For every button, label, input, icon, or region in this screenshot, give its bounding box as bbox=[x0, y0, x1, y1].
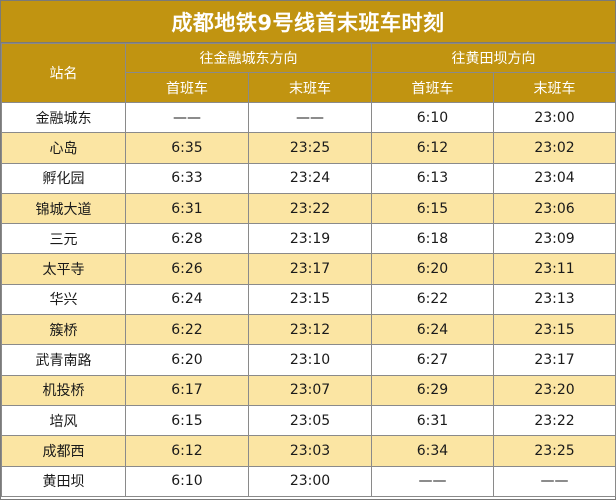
direction-1-header: 往金融城东方向 bbox=[125, 43, 372, 73]
table-header: 站名 往金融城东方向 往黄田坝方向 首班车 末班车 首班车 末班车 bbox=[1, 43, 616, 103]
station-name: 簇桥 bbox=[1, 314, 126, 346]
direction-1-last-train-header: 末班车 bbox=[248, 72, 372, 103]
direction-2-first-time: 6:24 bbox=[371, 314, 494, 346]
table-row: 成都西 6:12 23:03 6:34 23:25 bbox=[1, 435, 616, 467]
direction-1-last-time: 23:03 bbox=[248, 435, 372, 467]
table-row: 黄田坝 6:10 23:00 —— —— bbox=[1, 465, 616, 497]
station-name: 机投桥 bbox=[1, 374, 126, 406]
station-name: 黄田坝 bbox=[1, 465, 126, 497]
direction-1-first-time: 6:31 bbox=[125, 192, 249, 225]
direction-1-last-time: 23:19 bbox=[248, 223, 372, 255]
direction-2-last-time: 23:15 bbox=[493, 314, 616, 346]
direction-2-last-time: 23:20 bbox=[493, 374, 616, 406]
direction-1-first-time: 6:35 bbox=[125, 132, 249, 164]
direction-1-last-time: 23:17 bbox=[248, 253, 372, 285]
direction-1-last-time: 23:07 bbox=[248, 374, 372, 406]
direction-2-first-time: 6:18 bbox=[371, 223, 494, 255]
direction-2-first-time: 6:20 bbox=[371, 253, 494, 285]
direction-2-first-time: 6:34 bbox=[371, 435, 494, 467]
direction-1-first-time: 6:12 bbox=[125, 435, 249, 467]
direction-2-first-time: —— bbox=[371, 465, 494, 497]
direction-2-last-time: 23:06 bbox=[493, 192, 616, 225]
direction-1-first-time: 6:17 bbox=[125, 374, 249, 406]
direction-1-first-time: 6:26 bbox=[125, 253, 249, 285]
page-title: 成都地铁9号线首末班车时刻 bbox=[1, 1, 615, 43]
table-row: 孵化园 6:33 23:24 6:13 23:04 bbox=[1, 162, 616, 194]
direction-1-last-time: 23:12 bbox=[248, 314, 372, 346]
direction-2-last-time: 23:11 bbox=[493, 253, 616, 285]
station-name: 成都西 bbox=[1, 435, 126, 467]
direction-2-first-time: 6:29 bbox=[371, 374, 494, 406]
direction-2-last-train-header: 末班车 bbox=[493, 72, 616, 103]
station-name: 太平寺 bbox=[1, 253, 126, 285]
direction-2-last-time: —— bbox=[493, 465, 616, 497]
direction-1-last-time: 23:24 bbox=[248, 162, 372, 194]
table-row: 华兴 6:24 23:15 6:22 23:13 bbox=[1, 283, 616, 316]
direction-2-first-train-header: 首班车 bbox=[371, 72, 494, 103]
direction-2-first-time: 6:12 bbox=[371, 132, 494, 164]
direction-1-first-time: 6:22 bbox=[125, 314, 249, 346]
table-row: 武青南路 6:20 23:10 6:27 23:17 bbox=[1, 344, 616, 376]
direction-2-first-time: 6:31 bbox=[371, 404, 494, 437]
direction-2-last-time: 23:25 bbox=[493, 435, 616, 467]
station-name: 三元 bbox=[1, 223, 126, 255]
table-row: 簇桥 6:22 23:12 6:24 23:15 bbox=[1, 314, 616, 346]
table-row: 锦城大道 6:31 23:22 6:15 23:06 bbox=[1, 192, 616, 225]
direction-1-first-time: 6:10 bbox=[125, 465, 249, 497]
direction-2-first-time: 6:10 bbox=[371, 101, 494, 134]
direction-2-first-time: 6:15 bbox=[371, 192, 494, 225]
direction-2-last-time: 23:00 bbox=[493, 101, 616, 134]
table-row: 心岛 6:35 23:25 6:12 23:02 bbox=[1, 132, 616, 164]
direction-1-last-time: 23:05 bbox=[248, 404, 372, 437]
direction-2-last-time: 23:04 bbox=[493, 162, 616, 194]
direction-1-first-time: 6:28 bbox=[125, 223, 249, 255]
station-name: 培风 bbox=[1, 404, 126, 437]
station-column-header: 站名 bbox=[1, 43, 126, 103]
table-body: 金融城东 —— —— 6:10 23:00 心岛 6:35 23:25 6:12… bbox=[1, 101, 616, 497]
direction-2-last-time: 23:17 bbox=[493, 344, 616, 376]
direction-2-last-time: 23:13 bbox=[493, 283, 616, 316]
direction-2-first-time: 6:22 bbox=[371, 283, 494, 316]
table-row: 金融城东 —— —— 6:10 23:00 bbox=[1, 101, 616, 134]
direction-1-first-time: 6:24 bbox=[125, 283, 249, 316]
table-row: 三元 6:28 23:19 6:18 23:09 bbox=[1, 223, 616, 255]
direction-1-last-time: 23:22 bbox=[248, 192, 372, 225]
table-row: 太平寺 6:26 23:17 6:20 23:11 bbox=[1, 253, 616, 285]
station-name: 锦城大道 bbox=[1, 192, 126, 225]
table-row: 机投桥 6:17 23:07 6:29 23:20 bbox=[1, 374, 616, 406]
direction-2-last-time: 23:02 bbox=[493, 132, 616, 164]
direction-1-first-time: 6:20 bbox=[125, 344, 249, 376]
direction-1-last-time: 23:15 bbox=[248, 283, 372, 316]
direction-1-last-time: 23:25 bbox=[248, 132, 372, 164]
direction-1-last-time: —— bbox=[248, 101, 372, 134]
timetable: 站名 往金融城东方向 往黄田坝方向 首班车 末班车 首班车 末班车 金融城东 —… bbox=[1, 43, 616, 497]
direction-1-last-time: 23:00 bbox=[248, 465, 372, 497]
station-name: 武青南路 bbox=[1, 344, 126, 376]
station-name: 孵化园 bbox=[1, 162, 126, 194]
station-name: 华兴 bbox=[1, 283, 126, 316]
direction-1-last-time: 23:10 bbox=[248, 344, 372, 376]
direction-1-first-time: —— bbox=[125, 101, 249, 134]
station-name: 金融城东 bbox=[1, 101, 126, 134]
direction-1-first-train-header: 首班车 bbox=[125, 72, 249, 103]
direction-1-first-time: 6:33 bbox=[125, 162, 249, 194]
direction-2-first-time: 6:27 bbox=[371, 344, 494, 376]
direction-2-first-time: 6:13 bbox=[371, 162, 494, 194]
direction-1-first-time: 6:15 bbox=[125, 404, 249, 437]
table-row: 培风 6:15 23:05 6:31 23:22 bbox=[1, 404, 616, 437]
direction-2-header: 往黄田坝方向 bbox=[371, 43, 616, 73]
direction-2-last-time: 23:09 bbox=[493, 223, 616, 255]
station-name: 心岛 bbox=[1, 132, 126, 164]
direction-2-last-time: 23:22 bbox=[493, 404, 616, 437]
